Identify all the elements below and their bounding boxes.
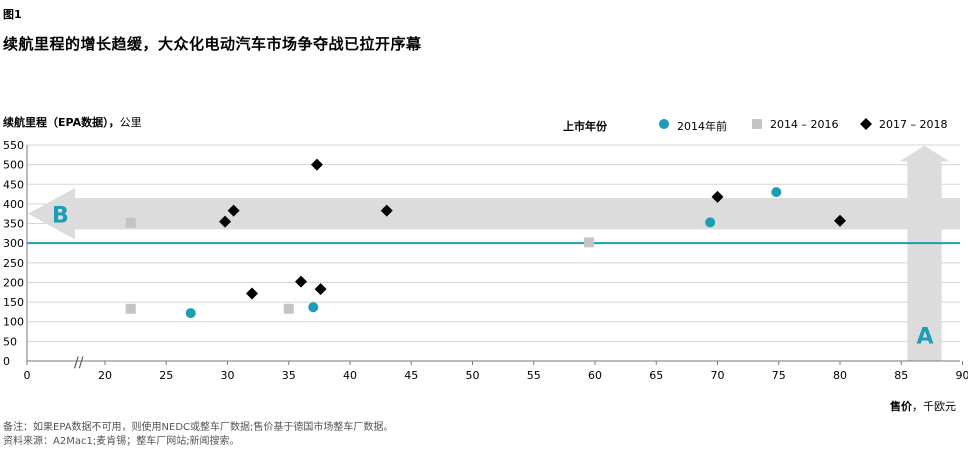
x-tick-label: 50 — [466, 369, 480, 380]
y-tick-label: 100 — [3, 316, 24, 329]
arrow-b-label: B — [52, 204, 69, 229]
point-2014-2016 — [125, 217, 136, 228]
x-tick-label: 20 — [98, 369, 112, 380]
arrow-a-label: A — [917, 324, 934, 349]
y-tick-label: 0 — [3, 355, 10, 368]
chart-title: 续航里程的增长趋缓，大众化电动汽车市场争夺战已拉开序幕 — [3, 35, 422, 53]
footnotes: 备注：如果EPA数据不可用，则使用NEDC或整车厂数据;售价基于德国市场整车厂数… — [3, 421, 393, 449]
y-axis-label: 续航里程（EPA数据），公里 — [3, 114, 142, 130]
y-tick-label: 400 — [3, 198, 24, 211]
point-2014-2016 — [283, 303, 294, 314]
legend-item-before-2014: 2014年前 — [659, 118, 727, 134]
point-2017-2018 — [380, 204, 393, 217]
legend-item-2017-2018: 2017 – 2018 — [860, 118, 948, 131]
x-tick-label: 75 — [772, 369, 786, 380]
y-axis-label-main: 续航里程（EPA数据）， — [3, 116, 120, 129]
y-tick-label: 450 — [3, 178, 24, 191]
x-tick-label: 80 — [833, 369, 847, 380]
legend-item-2014-2016: 2014 – 2016 — [752, 118, 839, 131]
point-2017-2018 — [295, 275, 307, 288]
x-tick-label: 35 — [282, 369, 296, 380]
x-tick-label: 55 — [527, 369, 541, 380]
x-axis-label-unit: ，千欧元 — [912, 400, 956, 413]
legend-label-2014-2016: 2014 – 2016 — [770, 118, 839, 131]
x-tick-label: 30 — [221, 369, 235, 380]
x-tick-label: 65 — [649, 369, 663, 380]
y-tick-label: 200 — [3, 276, 24, 289]
x-tick-label: 90 — [956, 369, 968, 380]
point-2017-2018 — [314, 283, 327, 296]
x-tick-label: 85 — [894, 369, 908, 380]
point-2017-2018 — [310, 158, 323, 171]
arrow-a-shape — [899, 145, 950, 361]
x-tick-label: 60 — [588, 369, 602, 380]
point-2017-2018 — [227, 204, 240, 217]
legend-label-before-2014: 2014年前 — [677, 120, 727, 133]
x-axis-break: // — [74, 355, 84, 371]
point-2017-2018 — [711, 190, 724, 203]
y-tick-label: 50 — [3, 335, 17, 348]
y-tick-label: 150 — [3, 296, 24, 309]
footnote-source: 资料来源：A2Mac1;麦肯锡；整车厂网站;新闻搜索。 — [3, 436, 240, 447]
y-tick-label: 550 — [3, 139, 24, 152]
y-axis-label-unit: 公里 — [119, 116, 142, 129]
y-tick-label: 250 — [3, 257, 24, 270]
y-tick-label: 300 — [3, 237, 24, 250]
legend-circle-icon — [659, 119, 669, 129]
legend-title: 上市年份 — [563, 120, 607, 133]
legend-square-icon — [752, 119, 762, 129]
point-2017-2018 — [246, 287, 258, 300]
x-tick-label: 40 — [343, 369, 357, 380]
scatter-chart: 0 50 100 150 200 250 300 350 400 450 500 550 B A // 0 20… — [3, 139, 968, 380]
x-tick-label: 0 — [24, 369, 31, 380]
x-axis-label: 售价，千欧元 — [890, 398, 956, 414]
point-before-2014 — [705, 217, 716, 228]
figure-label: 图1 — [3, 8, 22, 21]
x-axis-label-main: 售价 — [890, 400, 912, 413]
point-2014-2016 — [125, 303, 136, 314]
legend-diamond-icon — [860, 118, 872, 130]
arrow-b-shape — [28, 188, 960, 240]
point-before-2014 — [308, 302, 319, 313]
legend-label-2017-2018: 2017 – 2018 — [879, 118, 948, 131]
x-tick-label: 45 — [404, 369, 418, 380]
point-before-2014 — [185, 308, 196, 319]
x-tick-label: 25 — [159, 369, 173, 380]
legend: 上市年份 2014年前 2014 – 2016 2017 – 2018 — [0, 116, 968, 134]
point-before-2014 — [771, 187, 782, 198]
x-tick-label: 70 — [711, 369, 725, 380]
y-tick-label: 350 — [3, 218, 24, 231]
footnote-remark: 备注：如果EPA数据不可用，则使用NEDC或整车厂数据;售价基于德国市场整车厂数… — [3, 422, 394, 433]
y-tick-label: 500 — [3, 159, 24, 172]
point-2017-2018 — [219, 215, 232, 228]
point-2017-2018 — [834, 214, 846, 227]
point-2014-2016 — [583, 237, 594, 248]
